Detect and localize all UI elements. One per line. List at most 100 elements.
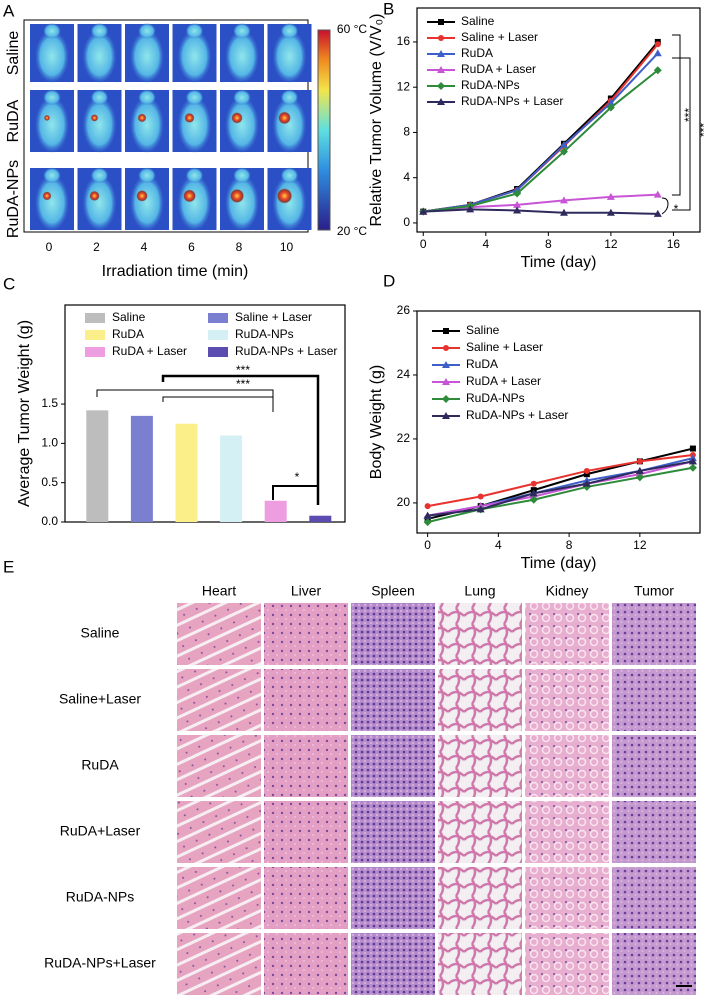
- annotation: ***: [236, 363, 250, 377]
- legend-label: RuDA + Laser: [461, 62, 536, 76]
- histology-image: [612, 867, 696, 929]
- x-tick-label: 8: [545, 237, 552, 251]
- point: [419, 207, 428, 215]
- histology-image: [351, 735, 435, 797]
- histology-image: [438, 735, 522, 797]
- thermal-head: [90, 22, 109, 39]
- legend-label: RuDA + Laser: [466, 374, 541, 388]
- hot-spot: [89, 190, 100, 202]
- histology-image: [351, 669, 435, 731]
- annotation: ***: [236, 377, 250, 391]
- histology-image: [438, 669, 522, 731]
- legend-label: RuDA-NPs + Laser: [461, 94, 563, 108]
- thermal-body: [130, 174, 164, 232]
- legend-label: RuDA: [466, 357, 498, 371]
- y-tick-label: 0.0: [41, 514, 58, 528]
- legend-label: RuDA-NPs: [461, 78, 520, 92]
- histology-image: [525, 603, 609, 665]
- column-header: Spleen: [371, 583, 415, 599]
- legend-marker: [443, 328, 449, 334]
- point: [529, 495, 538, 504]
- row-label: Saline+Laser: [59, 691, 141, 707]
- series-line: [423, 41, 659, 213]
- column-header: Liver: [291, 583, 322, 599]
- legend-swatch: [85, 330, 105, 340]
- point: [529, 489, 538, 497]
- legend-swatch: [208, 313, 228, 323]
- thermal-body: [35, 174, 69, 232]
- bar: [130, 415, 153, 522]
- y-axis-label: Body Weight (g): [368, 365, 385, 479]
- hot-spot: [90, 114, 99, 122]
- legend-swatch: [208, 347, 228, 357]
- legend-marker: [437, 50, 445, 57]
- point: [606, 208, 615, 216]
- y-tick-label: 0: [403, 215, 410, 229]
- series-line: [427, 466, 694, 524]
- y-tick-label: 26: [397, 303, 411, 317]
- legend-label: Saline: [466, 323, 500, 337]
- legend-swatch: [208, 330, 228, 340]
- point: [583, 467, 590, 474]
- point: [559, 196, 568, 204]
- point: [423, 511, 432, 519]
- panel-letter: C: [3, 274, 15, 293]
- legend-label: RuDA: [112, 327, 144, 341]
- panel-letter: B: [383, 0, 394, 18]
- row-label: Saline: [5, 31, 22, 76]
- histology-image: [177, 867, 261, 929]
- x-axis-label: Irradiation time (min): [102, 263, 249, 280]
- histology-image: [525, 669, 609, 731]
- annotation: ***: [697, 123, 710, 137]
- column-header: Kidney: [546, 583, 589, 599]
- thermal-body: [82, 96, 117, 154]
- thermal-head: [138, 89, 156, 106]
- bar: [264, 500, 287, 522]
- thermal-body: [177, 96, 212, 154]
- thermal-body: [130, 29, 164, 84]
- legend-marker: [437, 98, 445, 105]
- histology-image: [438, 867, 522, 929]
- y-tick-label: 1.0: [41, 436, 58, 450]
- histology-image: [264, 801, 348, 863]
- legend-label: RuDA-NPs: [235, 327, 294, 341]
- y-tick-label: 16: [397, 34, 411, 48]
- legend-marker: [442, 378, 450, 385]
- histology-image: [351, 603, 435, 665]
- x-tick-label: 0: [424, 538, 431, 552]
- thermal-body: [35, 96, 69, 154]
- row-label: RuDA-NPs: [66, 889, 134, 905]
- annotation: *: [295, 470, 300, 484]
- legend-marker: [442, 395, 450, 403]
- legend-marker: [437, 66, 445, 73]
- series-line: [423, 208, 658, 215]
- thermal-body: [177, 29, 212, 84]
- y-axis-label: Relative Tumor Volume (V/V₀): [368, 14, 385, 227]
- thermal-head: [43, 89, 61, 106]
- x-tick-label: 8: [236, 240, 243, 254]
- histology-image: [612, 669, 696, 731]
- point: [530, 480, 537, 487]
- histology-image: [525, 933, 609, 995]
- x-axis-label: Time (day): [521, 254, 597, 271]
- thermal-body: [272, 29, 307, 84]
- significance-bracket: [162, 396, 273, 402]
- panel-letter: A: [3, 1, 15, 20]
- y-tick-label: 1.5: [41, 396, 58, 410]
- histology-image: [612, 801, 696, 863]
- histology-image: [177, 933, 261, 995]
- hot-spot: [231, 112, 243, 124]
- significance-bracket: [672, 34, 691, 211]
- x-tick-label: 0: [46, 240, 53, 254]
- point: [583, 471, 590, 478]
- point: [606, 99, 615, 107]
- point: [559, 147, 568, 156]
- legend-swatch: [85, 313, 105, 323]
- histology-image: [351, 867, 435, 929]
- legend-marker: [442, 412, 450, 419]
- point: [653, 66, 662, 75]
- thermal-head: [90, 89, 109, 106]
- significance-bracket: [161, 374, 320, 505]
- hot-spot: [42, 191, 52, 201]
- histology-image: [438, 603, 522, 665]
